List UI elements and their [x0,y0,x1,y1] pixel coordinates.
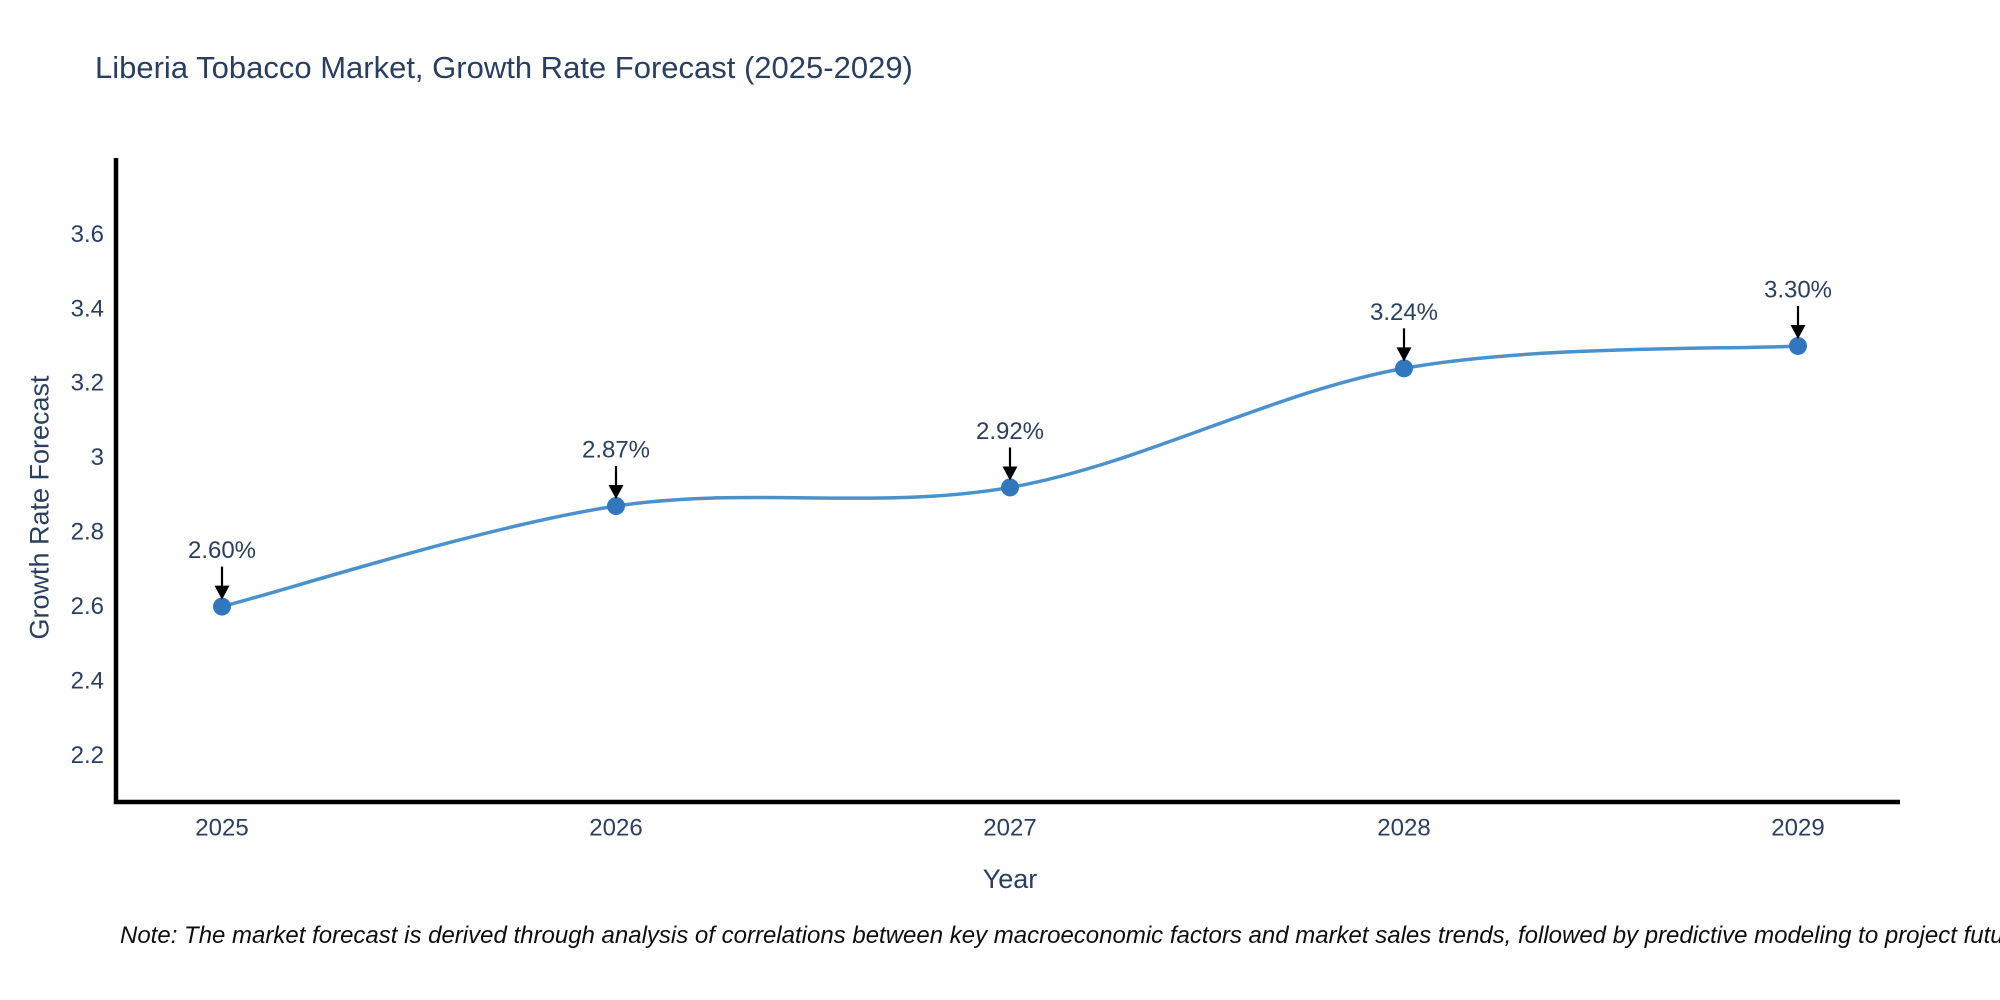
axis-lines [113,158,1900,805]
annotation-label: 2.92% [976,418,1044,445]
chart-title: Liberia Tobacco Market, Growth Rate Fore… [95,50,913,85]
y-tick-labels: 2.2 2.4 2.6 2.8 3 3.2 3.4 3.6 [71,221,104,769]
x-tick-label: 2025 [195,815,248,842]
annotation-arrow-head [214,585,230,600]
x-tick-label: 2027 [983,815,1036,842]
data-point-2028[interactable] [1395,359,1413,378]
annotation-2028: 3.24% [1370,299,1438,362]
y-tick-label: 3 [91,444,104,471]
x-tick-label: 2026 [589,815,642,842]
y-tick-label: 3.6 [71,221,104,248]
x-tick-labels: 2025 2026 2027 2028 2029 [195,815,1824,842]
annotation-arrow-head [1790,324,1806,339]
annotation-2026: 2.87% [582,437,650,500]
annotation-label: 2.60% [188,537,256,564]
y-tick-label: 3.4 [71,295,104,322]
annotation-arrow-head [1396,347,1412,362]
annotation-label: 2.87% [582,437,650,464]
annotation-arrow-head [608,485,624,500]
data-point-2026[interactable] [607,497,625,516]
annotation-arrow-head [1002,466,1018,481]
data-point-2027[interactable] [1001,478,1019,497]
point-annotations: 2.60% 2.87% 2.92% 3.24% 3.30% [188,276,1832,600]
annotation-2027: 2.92% [976,418,1044,481]
y-tick-label: 2.2 [71,742,104,769]
y-tick-label: 2.6 [71,593,104,620]
footnote: Note: The market forecast is derived thr… [120,922,2000,949]
data-point-2025[interactable] [213,597,231,616]
y-tick-label: 2.8 [71,519,104,546]
annotation-label: 3.30% [1764,276,1832,303]
data-point-2029[interactable] [1789,336,1807,355]
data-point-markers [213,336,1807,616]
annotation-label: 3.24% [1370,299,1438,326]
x-tick-label: 2029 [1771,815,1824,842]
annotation-2029: 3.30% [1764,276,1832,339]
annotation-2025: 2.60% [188,537,256,600]
x-axis-title: Year [982,864,1038,894]
y-tick-label: 2.4 [71,668,104,695]
y-tick-label: 3.2 [71,370,104,397]
x-tick-label: 2028 [1377,815,1430,842]
